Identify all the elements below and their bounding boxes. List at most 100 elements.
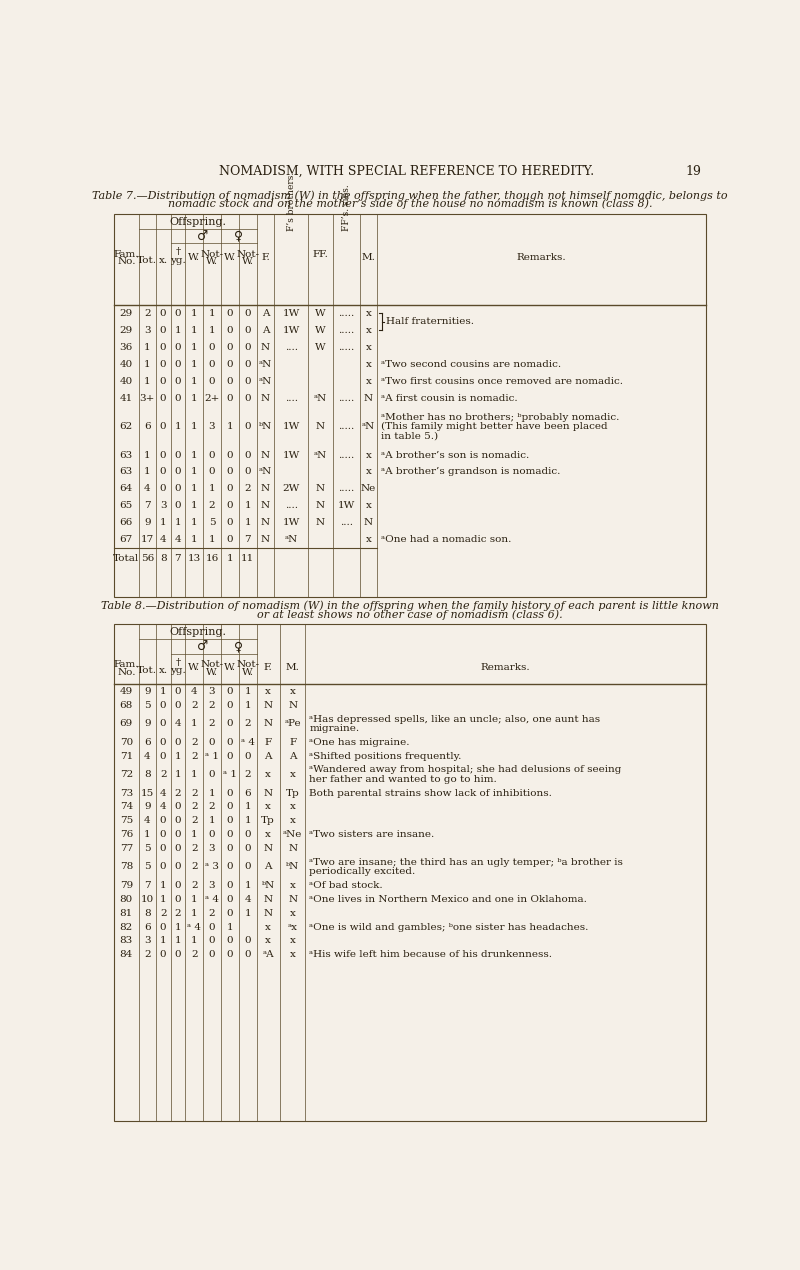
Text: 0: 0 (209, 936, 215, 945)
Text: W: W (314, 309, 326, 318)
Text: Not-: Not- (236, 660, 259, 669)
Text: .....: ..... (338, 484, 354, 493)
Text: 4: 4 (191, 687, 198, 696)
Text: 9: 9 (144, 687, 150, 696)
Text: periodically excited.: periodically excited. (310, 867, 415, 876)
Text: 0: 0 (160, 451, 166, 460)
Text: Table 7.—Distribution of nomadism (W) in the offspring when the father, though n: Table 7.—Distribution of nomadism (W) in… (92, 190, 728, 201)
Text: 82: 82 (120, 922, 133, 931)
Text: x: x (366, 467, 371, 476)
Text: N: N (288, 845, 297, 853)
Text: 0: 0 (244, 752, 251, 761)
Text: ᵃOne is wild and gambles; ᵇone sister has headaches.: ᵃOne is wild and gambles; ᵇone sister ha… (310, 922, 589, 931)
Text: x: x (290, 950, 295, 959)
Text: 0: 0 (174, 817, 181, 826)
Text: ᵃN: ᵃN (362, 422, 375, 431)
Text: 0: 0 (226, 862, 233, 871)
Text: 0: 0 (174, 467, 181, 476)
Text: 0: 0 (226, 359, 233, 368)
Text: 1: 1 (160, 881, 166, 890)
Text: 1: 1 (191, 343, 198, 352)
Text: 5: 5 (144, 845, 150, 853)
Text: in table 5.): in table 5.) (382, 432, 438, 441)
Text: 11: 11 (241, 555, 254, 564)
Text: 6: 6 (244, 789, 251, 798)
Text: N: N (288, 701, 297, 710)
Text: her father and wanted to go to him.: her father and wanted to go to him. (310, 775, 497, 784)
Text: 0: 0 (174, 343, 181, 352)
Text: 1: 1 (209, 535, 215, 545)
Text: 0: 0 (244, 343, 251, 352)
Text: 0: 0 (174, 881, 181, 890)
Text: 0: 0 (209, 377, 215, 386)
Text: 4: 4 (144, 817, 150, 826)
Text: 0: 0 (174, 831, 181, 839)
Text: W.: W. (206, 258, 218, 267)
Text: ᵃHis wife left him because of his drunkenness.: ᵃHis wife left him because of his drunke… (310, 950, 552, 959)
Text: 66: 66 (120, 518, 133, 527)
Text: F: F (265, 738, 272, 747)
Text: 0: 0 (226, 845, 233, 853)
Text: 1: 1 (160, 687, 166, 696)
Text: 0: 0 (226, 895, 233, 904)
Text: 0: 0 (174, 502, 181, 511)
Text: 1: 1 (191, 502, 198, 511)
Text: 80: 80 (120, 895, 133, 904)
Text: 1: 1 (226, 422, 233, 431)
Text: 8: 8 (160, 555, 166, 564)
Text: 1: 1 (191, 467, 198, 476)
Text: 0: 0 (160, 422, 166, 431)
Text: No.: No. (117, 258, 135, 267)
Text: 73: 73 (120, 789, 133, 798)
Text: N: N (264, 908, 273, 918)
Text: ᵃTwo second cousins are nomadic.: ᵃTwo second cousins are nomadic. (382, 359, 562, 368)
Text: 0: 0 (244, 845, 251, 853)
Text: Tp: Tp (286, 789, 299, 798)
Text: x: x (366, 377, 371, 386)
Text: Remarks.: Remarks. (517, 253, 566, 262)
Text: 1: 1 (244, 803, 251, 812)
Text: ᵃOf bad stock.: ᵃOf bad stock. (310, 881, 383, 890)
Text: 4: 4 (144, 484, 150, 493)
Text: ....: .... (285, 502, 298, 511)
Text: 2: 2 (244, 719, 251, 728)
Text: 2: 2 (191, 738, 198, 747)
Text: 0: 0 (160, 309, 166, 318)
Text: 0: 0 (174, 803, 181, 812)
Text: 0: 0 (209, 738, 215, 747)
Text: 1: 1 (244, 518, 251, 527)
Text: 3: 3 (160, 502, 166, 511)
Text: 0: 0 (226, 687, 233, 696)
Text: x: x (290, 803, 295, 812)
Text: M.: M. (286, 663, 299, 672)
Text: ♂: ♂ (198, 230, 209, 243)
Text: 2: 2 (191, 862, 198, 871)
Text: 1: 1 (191, 359, 198, 368)
Text: 15: 15 (141, 789, 154, 798)
Text: ♀: ♀ (234, 230, 243, 243)
Text: 0: 0 (174, 845, 181, 853)
Text: yg.: yg. (170, 255, 186, 264)
Text: 63: 63 (120, 451, 133, 460)
Text: 0: 0 (160, 922, 166, 931)
Text: W.: W. (242, 668, 254, 677)
Text: 78: 78 (120, 862, 133, 871)
Text: 0: 0 (174, 377, 181, 386)
Text: 1: 1 (144, 359, 150, 368)
Text: 1: 1 (144, 831, 150, 839)
Text: 1: 1 (244, 687, 251, 696)
Text: Offspring.: Offspring. (169, 627, 226, 638)
Text: ᵃNe: ᵃNe (283, 831, 302, 839)
Text: 75: 75 (120, 817, 133, 826)
Text: x: x (366, 359, 371, 368)
Text: x: x (366, 502, 371, 511)
Text: 5: 5 (144, 862, 150, 871)
Text: 0: 0 (244, 950, 251, 959)
Text: 6: 6 (144, 738, 150, 747)
Text: ᵃA: ᵃA (262, 950, 274, 959)
Text: 0: 0 (226, 326, 233, 335)
Text: 3: 3 (209, 422, 215, 431)
Text: ᵃShifted positions frequently.: ᵃShifted positions frequently. (310, 752, 462, 761)
Text: 0: 0 (226, 752, 233, 761)
Text: 0: 0 (226, 451, 233, 460)
